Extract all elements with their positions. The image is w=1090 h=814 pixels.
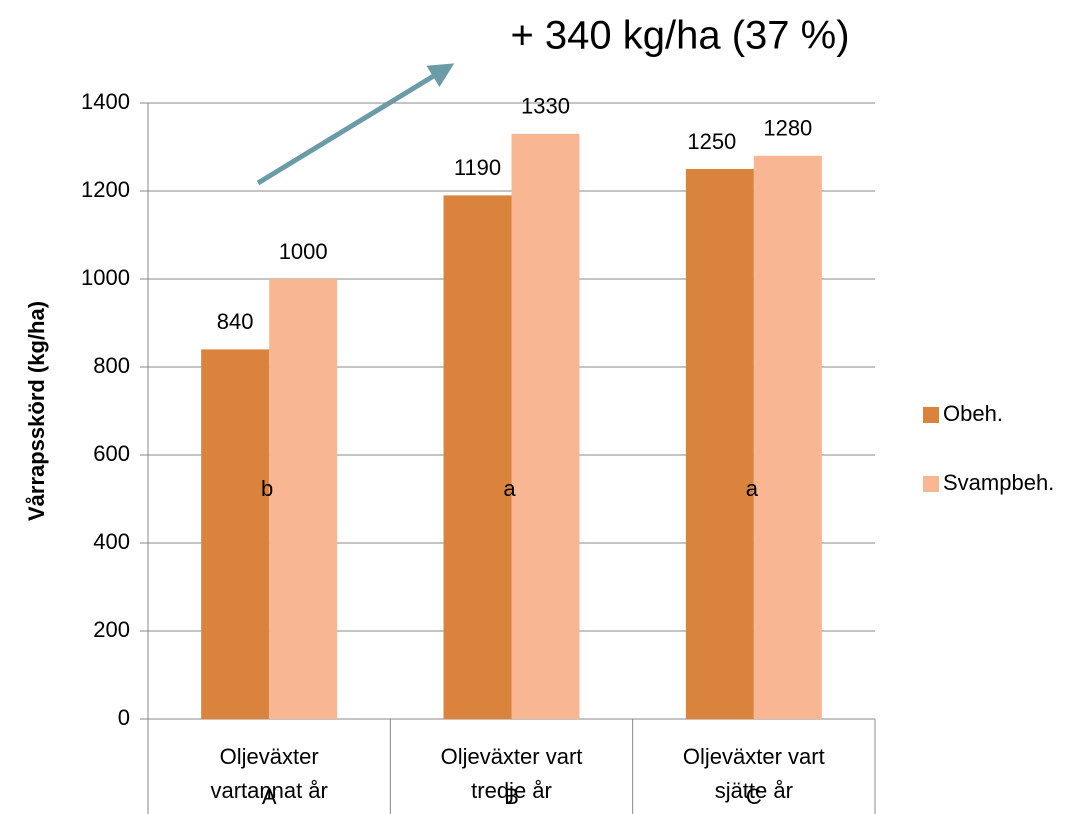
x-tick-label: Oljeväxter vartannat år	[210, 744, 328, 803]
y-tick-label: 1000	[81, 265, 130, 290]
legend-swatch	[923, 476, 939, 492]
x-tick-label: Oljeväxter vart tredje år	[440, 744, 583, 803]
group-label: B	[504, 784, 519, 809]
bar	[201, 349, 270, 719]
data-label: 1330	[521, 94, 570, 119]
y-tick-label: 0	[118, 705, 130, 730]
bar	[753, 155, 822, 720]
data-label: 1190	[454, 155, 501, 180]
data-label: 1280	[763, 116, 812, 141]
group-label: C	[746, 784, 762, 809]
data-label: 840	[217, 309, 254, 334]
y-tick-label: 200	[93, 617, 130, 642]
legend-label: Svampbeh.	[943, 470, 1054, 495]
significance-label: a	[746, 476, 759, 501]
bar	[269, 279, 338, 719]
y-tick-label: 800	[93, 353, 130, 378]
legend-swatch	[923, 407, 939, 423]
y-tick-label: 1400	[81, 89, 130, 114]
bar	[511, 133, 580, 720]
data-label: 1250	[687, 129, 736, 154]
significance-label: a	[503, 476, 516, 501]
legend-label: Obeh.	[943, 401, 1003, 426]
y-axis-label: Vårrapsskörd (kg/ha)	[24, 301, 49, 521]
data-label: 1000	[279, 239, 328, 264]
y-tick-label: 1200	[81, 177, 130, 202]
significance-label: b	[261, 476, 273, 501]
group-label: A	[262, 784, 277, 809]
bar	[443, 195, 512, 719]
annotation: + 340 kg/ha (37 %)	[510, 14, 849, 58]
arrow	[256, 63, 455, 186]
y-tick-label: 400	[93, 529, 130, 554]
x-tick-label: Oljeväxter vart sjätte år	[682, 744, 825, 803]
y-tick-label: 600	[93, 441, 130, 466]
bar	[685, 169, 754, 719]
